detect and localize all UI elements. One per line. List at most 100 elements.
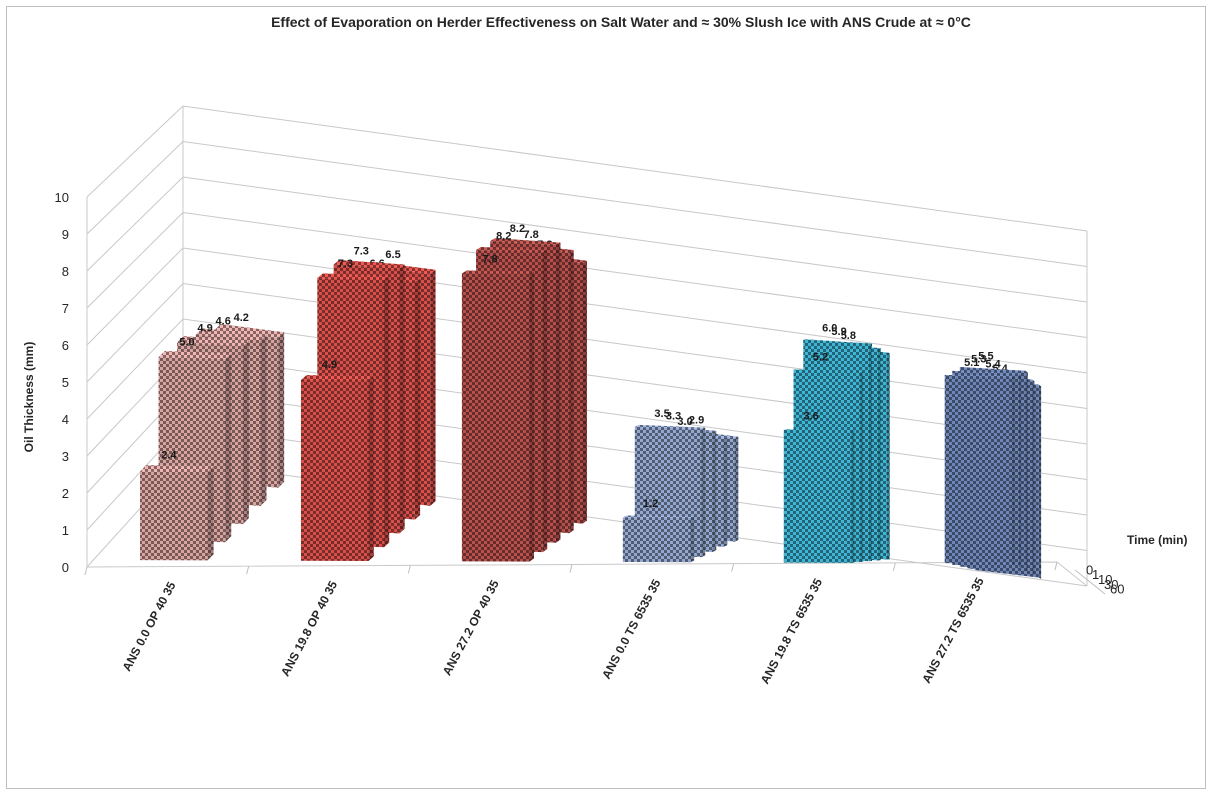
bar-top-face (952, 370, 1022, 375)
bar-top-face (214, 324, 285, 338)
bar-side-face (1025, 370, 1028, 572)
data-label: 5.1 (964, 357, 979, 369)
y-tick-label: 5 (62, 375, 69, 390)
bar-side-face (869, 343, 873, 562)
category-label: ANS 27.2 TS 6535 35 (919, 575, 987, 686)
data-label: 7.8 (482, 253, 497, 265)
bar-side-face (1038, 384, 1042, 579)
bar-side-face (1012, 375, 1015, 565)
bar-top-face (333, 259, 405, 269)
y-tick-label: 7 (62, 301, 69, 316)
data-label: 7.3 (338, 258, 353, 270)
bar-side-face (225, 353, 232, 543)
bar-side-face (1018, 372, 1022, 569)
category-tick-mark (407, 565, 411, 574)
data-label: 4.9 (197, 322, 212, 334)
bar-side-face (368, 376, 374, 562)
bar-side-face (569, 250, 574, 534)
depth-tick-label: 60 (1110, 582, 1124, 597)
depth-tick-label: 30 (1104, 577, 1118, 592)
data-label: 2.9 (689, 415, 704, 427)
gridline (86, 140, 1088, 267)
bar-side-face (886, 352, 890, 560)
data-label: 4.2 (234, 312, 249, 324)
bar-top-face (195, 328, 267, 341)
bar-top-face (461, 270, 534, 274)
category-label: ANS 0.0 TS 6535 35 (599, 577, 663, 682)
data-label: 8.2 (510, 223, 525, 235)
y-tick-label: 9 (62, 227, 69, 242)
data-label: 6.0 (822, 323, 837, 335)
data-label: 3.6 (804, 411, 819, 423)
y-axis-label: Oil Thickness (mm) (22, 342, 36, 453)
bar-side-face (734, 436, 739, 542)
y-tick-label: 0 (62, 560, 69, 575)
bar-side-face (1032, 379, 1035, 576)
bar-side-face (383, 276, 390, 548)
bar-side-face (242, 340, 249, 525)
category-label: ANS 27.2 OP 40 35 (440, 577, 502, 677)
bar-front-face (140, 471, 208, 561)
data-label: 2.4 (161, 450, 177, 462)
bar-side-face (860, 371, 864, 563)
bar-side-face (399, 264, 405, 534)
y-tick-label: 6 (62, 338, 69, 353)
bar-side-face (690, 516, 695, 563)
bar-side-face (701, 427, 706, 558)
bar-top-face (783, 429, 855, 431)
category-label: ANS 19.8 OP 40 35 (278, 578, 340, 678)
bar-front-face (461, 273, 530, 562)
data-label: 6.5 (385, 249, 400, 261)
depth-axis-label: Time (min) (1127, 533, 1187, 547)
data-label: 5.5 (978, 351, 993, 363)
bar-top-face (803, 339, 873, 344)
chart-walls (84, 105, 1088, 587)
bar: 7.8 (461, 253, 534, 562)
bar-front-face (783, 429, 852, 563)
data-label: 5.8 (841, 330, 856, 342)
category-tick-mark (569, 564, 573, 573)
bar-side-face (260, 334, 267, 507)
data-label: 3.5 (654, 408, 669, 420)
bar-side-face (712, 430, 717, 552)
bar-top-face (317, 273, 390, 281)
data-label: 5.9 (831, 326, 846, 338)
bar-group: 4.26.57.32.95.85.44.66.67.83.05.95.44.97… (140, 223, 1042, 579)
bar-top-face (140, 465, 214, 472)
data-label: 3.0 (677, 416, 692, 428)
bar-side-face (278, 332, 285, 488)
bar-front-face (944, 374, 1013, 564)
depth-tick-label: 10 (1098, 572, 1112, 587)
category-label: ANS 0.0 OP 40 35 (120, 579, 179, 673)
gridline (86, 176, 1088, 303)
category-labels: ANS 0.0 OP 40 35 ANS 19.8 OP 40 35 ANS 27.… (120, 575, 987, 686)
chart-title: Effect of Evaporation on Herder Effectiv… (271, 14, 971, 30)
data-label: 5.4 (985, 359, 1001, 371)
bar-top-face (158, 350, 232, 360)
depth-tick-label: 1 (1092, 567, 1099, 582)
bar-side-face (723, 437, 728, 547)
bar-side-face (414, 278, 421, 520)
bar-top-face (300, 375, 374, 381)
bar-top-face (490, 238, 561, 246)
bar: 2.4 (140, 450, 214, 561)
data-label: 5.0 (179, 336, 194, 348)
data-label: 1.2 (643, 498, 658, 510)
bar-side-face (430, 269, 436, 506)
y-tick-label: 10 (55, 190, 69, 205)
bar-side-face (529, 271, 534, 562)
depth-tick-label: 0 (1086, 562, 1093, 577)
data-label: 3.3 (666, 410, 681, 422)
data-label: 5.3 (971, 354, 986, 366)
depth-axis-line (1074, 569, 1106, 595)
category-tick-mark (1054, 561, 1058, 571)
y-tick-label: 1 (62, 523, 69, 538)
bar: 1.2 (622, 498, 695, 563)
bar-front-face (622, 517, 691, 563)
category-tick-mark (731, 563, 735, 572)
bar-side-face (877, 348, 881, 561)
bar-top-face (177, 336, 249, 347)
bar-top-face (793, 369, 864, 372)
data-label: 4.6 (216, 316, 231, 328)
